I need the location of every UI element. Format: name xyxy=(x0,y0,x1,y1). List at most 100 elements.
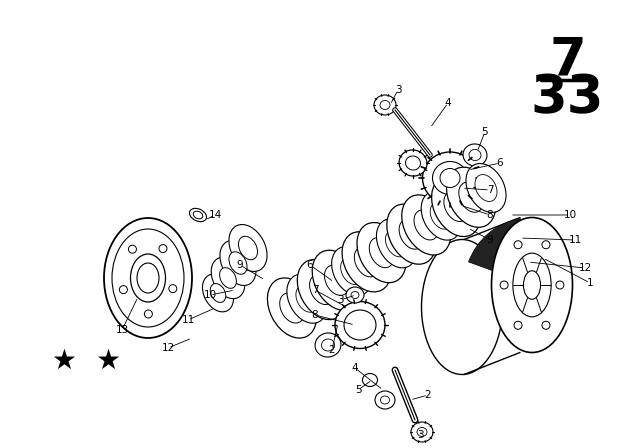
Ellipse shape xyxy=(380,100,390,109)
Text: 7: 7 xyxy=(549,34,586,86)
Text: 14: 14 xyxy=(209,210,221,220)
Ellipse shape xyxy=(463,144,487,166)
Ellipse shape xyxy=(340,258,363,284)
Ellipse shape xyxy=(431,177,481,237)
Ellipse shape xyxy=(280,293,304,323)
Circle shape xyxy=(500,281,508,289)
Ellipse shape xyxy=(131,254,166,302)
Ellipse shape xyxy=(357,223,406,283)
Ellipse shape xyxy=(335,302,385,349)
Ellipse shape xyxy=(411,422,433,442)
Text: 12: 12 xyxy=(161,343,175,353)
Ellipse shape xyxy=(369,237,394,267)
Ellipse shape xyxy=(342,232,391,292)
Text: 3: 3 xyxy=(337,295,343,305)
Text: 6: 6 xyxy=(497,158,503,168)
Ellipse shape xyxy=(422,152,477,204)
Text: 7: 7 xyxy=(312,285,318,295)
Ellipse shape xyxy=(312,250,362,310)
Ellipse shape xyxy=(287,274,327,323)
Ellipse shape xyxy=(229,252,247,274)
Circle shape xyxy=(542,241,550,249)
Ellipse shape xyxy=(220,241,256,285)
Circle shape xyxy=(514,241,522,249)
Text: 11: 11 xyxy=(181,315,195,325)
Ellipse shape xyxy=(399,150,427,176)
Ellipse shape xyxy=(406,156,420,170)
Ellipse shape xyxy=(112,229,184,327)
Ellipse shape xyxy=(376,219,417,268)
Ellipse shape xyxy=(414,210,438,240)
Ellipse shape xyxy=(459,182,483,212)
Text: 9: 9 xyxy=(237,260,243,270)
Ellipse shape xyxy=(310,275,334,305)
Ellipse shape xyxy=(202,274,234,312)
Ellipse shape xyxy=(211,257,244,299)
Ellipse shape xyxy=(321,339,335,351)
Text: 12: 12 xyxy=(579,263,591,273)
Ellipse shape xyxy=(447,167,495,227)
Ellipse shape xyxy=(430,202,452,229)
Ellipse shape xyxy=(344,310,376,340)
Ellipse shape xyxy=(362,374,378,387)
Ellipse shape xyxy=(444,191,468,221)
Text: 6: 6 xyxy=(307,260,314,270)
Ellipse shape xyxy=(355,247,379,277)
Text: ★  ★: ★ ★ xyxy=(52,347,121,375)
Ellipse shape xyxy=(387,204,436,264)
Ellipse shape xyxy=(375,391,395,409)
Ellipse shape xyxy=(324,265,349,295)
Ellipse shape xyxy=(137,263,159,293)
Ellipse shape xyxy=(104,218,192,338)
Ellipse shape xyxy=(513,253,551,317)
Text: 2: 2 xyxy=(425,390,431,400)
Ellipse shape xyxy=(189,208,207,222)
Ellipse shape xyxy=(268,278,317,338)
Text: 33: 33 xyxy=(531,73,604,125)
Text: 5: 5 xyxy=(355,385,362,395)
Ellipse shape xyxy=(298,259,346,319)
Circle shape xyxy=(120,286,127,293)
Ellipse shape xyxy=(332,246,372,296)
Text: 2: 2 xyxy=(329,345,335,355)
Ellipse shape xyxy=(402,195,451,255)
Circle shape xyxy=(145,310,152,318)
Ellipse shape xyxy=(433,161,467,194)
Text: 4: 4 xyxy=(352,363,358,373)
Ellipse shape xyxy=(374,95,396,115)
Ellipse shape xyxy=(440,168,460,188)
Text: 8: 8 xyxy=(486,210,493,220)
Text: 10: 10 xyxy=(204,290,216,300)
Text: 3: 3 xyxy=(417,430,423,440)
Ellipse shape xyxy=(524,271,541,299)
Ellipse shape xyxy=(492,217,573,353)
Ellipse shape xyxy=(417,427,427,436)
Circle shape xyxy=(542,321,550,329)
Text: 4: 4 xyxy=(445,98,451,108)
Text: 8: 8 xyxy=(312,310,318,320)
Circle shape xyxy=(129,245,136,253)
Ellipse shape xyxy=(475,175,497,202)
Ellipse shape xyxy=(315,333,341,357)
Ellipse shape xyxy=(466,164,506,212)
Ellipse shape xyxy=(239,236,257,260)
Ellipse shape xyxy=(351,292,359,298)
Ellipse shape xyxy=(210,284,226,302)
Text: 3: 3 xyxy=(395,85,401,95)
Ellipse shape xyxy=(399,219,424,249)
Ellipse shape xyxy=(469,150,481,160)
Ellipse shape xyxy=(193,211,203,219)
Wedge shape xyxy=(468,219,525,272)
Text: 7: 7 xyxy=(486,185,493,195)
Ellipse shape xyxy=(381,396,390,404)
Ellipse shape xyxy=(346,287,364,303)
Ellipse shape xyxy=(422,240,502,375)
Circle shape xyxy=(514,321,522,329)
Circle shape xyxy=(159,245,167,253)
Text: 13: 13 xyxy=(115,325,129,335)
Ellipse shape xyxy=(229,224,267,271)
Text: 1: 1 xyxy=(587,278,593,288)
Ellipse shape xyxy=(220,267,236,289)
Ellipse shape xyxy=(296,285,318,312)
Text: 11: 11 xyxy=(568,235,582,245)
